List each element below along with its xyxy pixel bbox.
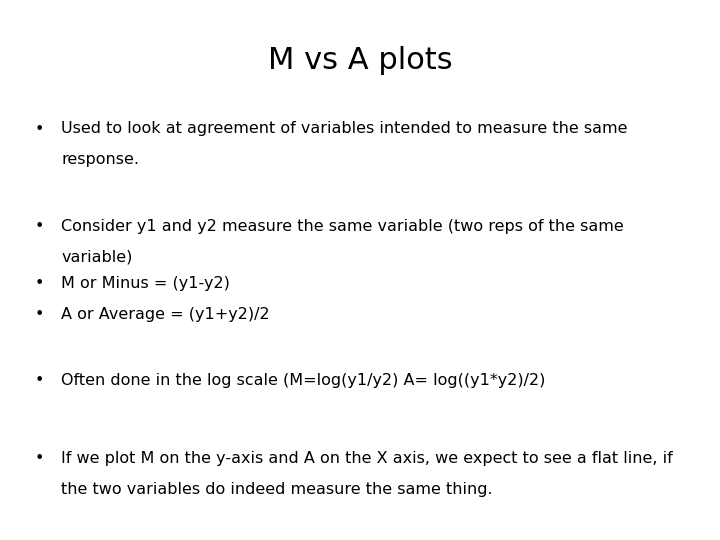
Text: Consider y1 and y2 measure the same variable (two reps of the same: Consider y1 and y2 measure the same vari… — [61, 219, 624, 234]
Text: •: • — [35, 122, 45, 137]
Text: M or Minus = (y1-y2): M or Minus = (y1-y2) — [61, 276, 230, 292]
Text: Often done in the log scale (M=log(y1/y2) A= log((y1*y2)/2): Often done in the log scale (M=log(y1/y2… — [61, 373, 546, 388]
Text: •: • — [35, 373, 45, 388]
Text: M vs A plots: M vs A plots — [268, 46, 452, 75]
Text: the two variables do indeed measure the same thing.: the two variables do indeed measure the … — [61, 482, 492, 497]
Text: •: • — [35, 276, 45, 292]
Text: A or Average = (y1+y2)/2: A or Average = (y1+y2)/2 — [61, 307, 270, 322]
Text: •: • — [35, 451, 45, 466]
Text: response.: response. — [61, 152, 139, 167]
Text: •: • — [35, 307, 45, 322]
Text: If we plot M on the y-axis and A on the X axis, we expect to see a flat line, if: If we plot M on the y-axis and A on the … — [61, 451, 673, 466]
Text: Used to look at agreement of variables intended to measure the same: Used to look at agreement of variables i… — [61, 122, 628, 137]
Text: •: • — [35, 219, 45, 234]
Text: variable): variable) — [61, 249, 132, 265]
